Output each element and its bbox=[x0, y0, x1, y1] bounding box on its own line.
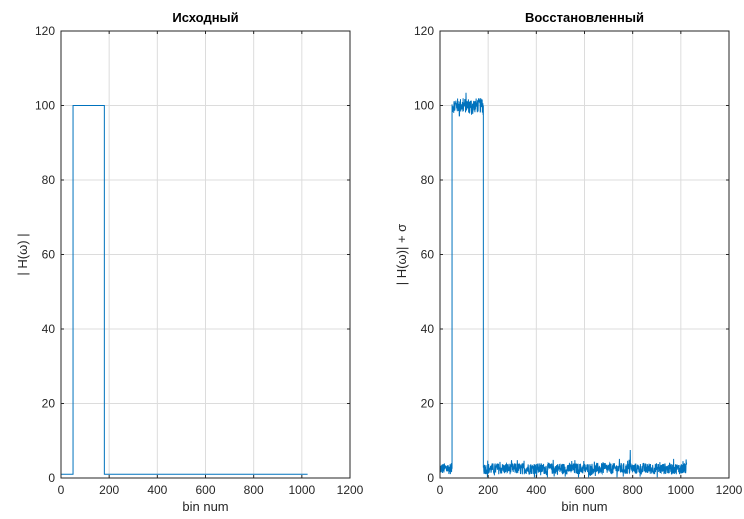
chart-panel-original: 0 200 400 600 800 1000 1200 0 20 40 60 80 100 120 Исхо… bbox=[15, 10, 364, 514]
x-tick-label: 1200 bbox=[716, 483, 743, 497]
y-tick-label: 80 bbox=[421, 173, 435, 187]
y-tick-label: 20 bbox=[421, 397, 435, 411]
y-tick-label: 40 bbox=[42, 322, 56, 336]
x-tick-label: 0 bbox=[437, 483, 444, 497]
x-tick-label: 400 bbox=[526, 483, 546, 497]
x-tick-label: 200 bbox=[478, 483, 498, 497]
x-axis-label: bin num bbox=[182, 499, 228, 514]
y-tick-label: 0 bbox=[427, 471, 434, 485]
x-tick-label: 0 bbox=[58, 483, 65, 497]
y-axis-label: | H(ω)| + σ bbox=[394, 224, 409, 285]
y-tick-label: 100 bbox=[414, 99, 434, 113]
series-line bbox=[439, 92, 688, 478]
y-tick-label: 20 bbox=[42, 397, 56, 411]
x-tick-label: 1200 bbox=[337, 483, 364, 497]
x-tick-label: 200 bbox=[99, 483, 119, 497]
y-tick-label: 0 bbox=[48, 471, 55, 485]
chart-panel-reconstructed: 0 200 400 600 800 1000 1200 0 20 40 60 80 100 120 Восс… bbox=[394, 10, 743, 514]
chart-title: Восстановленный bbox=[525, 10, 644, 25]
x-tick-label: 800 bbox=[623, 483, 643, 497]
x-tick-label: 800 bbox=[244, 483, 264, 497]
x-tick-label: 400 bbox=[147, 483, 167, 497]
x-tick-label: 600 bbox=[574, 483, 594, 497]
x-tick-label: 1000 bbox=[667, 483, 694, 497]
x-tick-label: 600 bbox=[195, 483, 215, 497]
y-tick-label: 100 bbox=[35, 99, 55, 113]
chart-title: Исходный bbox=[172, 10, 238, 25]
y-tick-label: 120 bbox=[414, 24, 434, 38]
x-axis-label: bin num bbox=[561, 499, 607, 514]
series-line bbox=[61, 105, 308, 475]
y-tick-label: 120 bbox=[35, 24, 55, 38]
y-tick-label: 60 bbox=[42, 248, 56, 262]
y-tick-label: 60 bbox=[421, 248, 435, 262]
y-tick-label: 80 bbox=[42, 173, 56, 187]
y-axis-label: | H(ω) | bbox=[15, 233, 30, 275]
x-tick-label: 1000 bbox=[288, 483, 315, 497]
y-tick-label: 40 bbox=[421, 322, 435, 336]
